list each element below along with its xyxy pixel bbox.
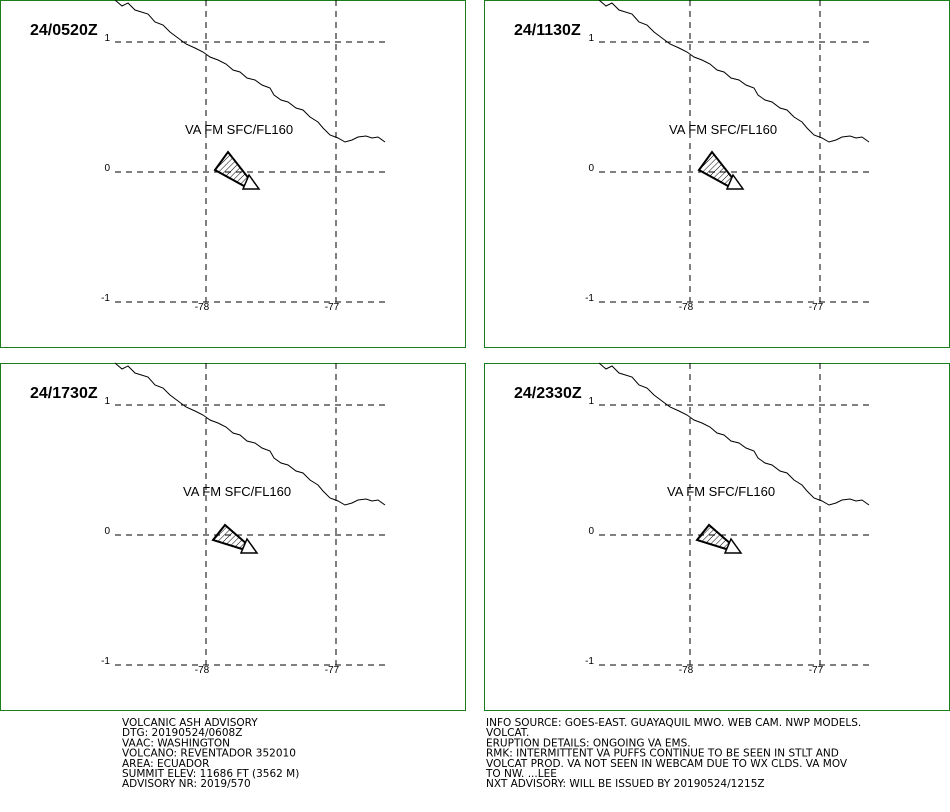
latitude-label: -1 [585, 293, 594, 304]
longitude-label: -78 [679, 302, 694, 313]
volcano-marker [723, 537, 743, 554]
ash-label: VA FM SFC/FL160 [667, 484, 775, 499]
coastline [114, 362, 386, 506]
ash-label: VA FM SFC/FL160 [183, 484, 291, 499]
volcano-marker [725, 173, 745, 190]
advisory-line: VOLCANO: REVENTADOR 352010 [122, 748, 296, 760]
latitude-label: 0 [588, 526, 594, 537]
panel-time: 24/0520Z [30, 22, 98, 39]
panel-time: 24/2330Z [514, 385, 582, 402]
advisory-line: RMK: INTERMITTENT VA PUFFS CONTINUE TO B… [486, 748, 839, 760]
latitude-label: 1 [104, 396, 110, 407]
advisory-line: VOLCAT. [486, 727, 529, 739]
map-panel: 1 0 -1 -78 -77 24/0520Z VA FM SFC/FL160 [0, 0, 466, 348]
ash-label: VA FM SFC/FL160 [669, 122, 777, 137]
advisory-line: AREA: ECUADOR [122, 758, 209, 770]
longitude-label: -78 [679, 665, 694, 676]
panel-time: 24/1730Z [30, 385, 98, 402]
coastline [114, 0, 386, 143]
longitude-label: -78 [195, 665, 210, 676]
latitude-label: 0 [104, 526, 110, 537]
panel-time: 24/1130Z [514, 22, 581, 39]
advisory-line: VAAC: WASHINGTON [122, 737, 230, 749]
volcano-marker [239, 537, 259, 554]
advisory-line: ADVISORY NR: 2019/570 [122, 778, 251, 790]
ash-label: VA FM SFC/FL160 [185, 122, 293, 137]
longitude-label: -77 [809, 665, 824, 676]
longitude-label: -77 [325, 665, 340, 676]
advisory-line: NXT ADVISORY: WILL BE ISSUED BY 20190524… [486, 778, 765, 790]
latitude-label: 1 [104, 33, 110, 44]
coastline [598, 0, 870, 143]
map-panel: 1 0 -1 -78 -77 24/1730Z VA FM SFC/FL160 [0, 362, 466, 711]
advisory-line: INFO SOURCE: GOES-EAST. GUAYAQUIL MWO. W… [486, 717, 861, 729]
longitude-label: -77 [325, 302, 340, 313]
map-panel: 1 0 -1 -78 -77 24/1130Z VA FM SFC/FL160 [484, 0, 950, 348]
latitude-label: 0 [104, 163, 110, 174]
advisory-line: SUMMIT ELEV: 11686 FT (3562 M) [122, 768, 299, 780]
latitude-label: 1 [588, 396, 594, 407]
advisory-line: VOLCANIC ASH ADVISORY [122, 717, 258, 729]
latitude-label: 1 [588, 33, 594, 44]
advisory-line: DTG: 20190524/0608Z [122, 727, 242, 739]
longitude-label: -78 [195, 302, 210, 313]
map-panel: 1 0 -1 -78 -77 24/2330Z VA FM SFC/FL160 [484, 362, 950, 711]
latitude-label: -1 [101, 293, 110, 304]
longitude-label: -77 [809, 302, 824, 313]
advisory-line: TO NW. ...LEE [485, 768, 557, 780]
volcano-marker [241, 173, 261, 190]
advisory-line: VOLCAT PROD. VA NOT SEEN IN WEBCAM DUE T… [486, 758, 848, 770]
coastline [598, 362, 870, 506]
latitude-label: -1 [101, 656, 110, 667]
latitude-label: -1 [585, 656, 594, 667]
advisory-line: ERUPTION DETAILS: ONGOING VA EMS. [486, 737, 691, 749]
latitude-label: 0 [588, 163, 594, 174]
